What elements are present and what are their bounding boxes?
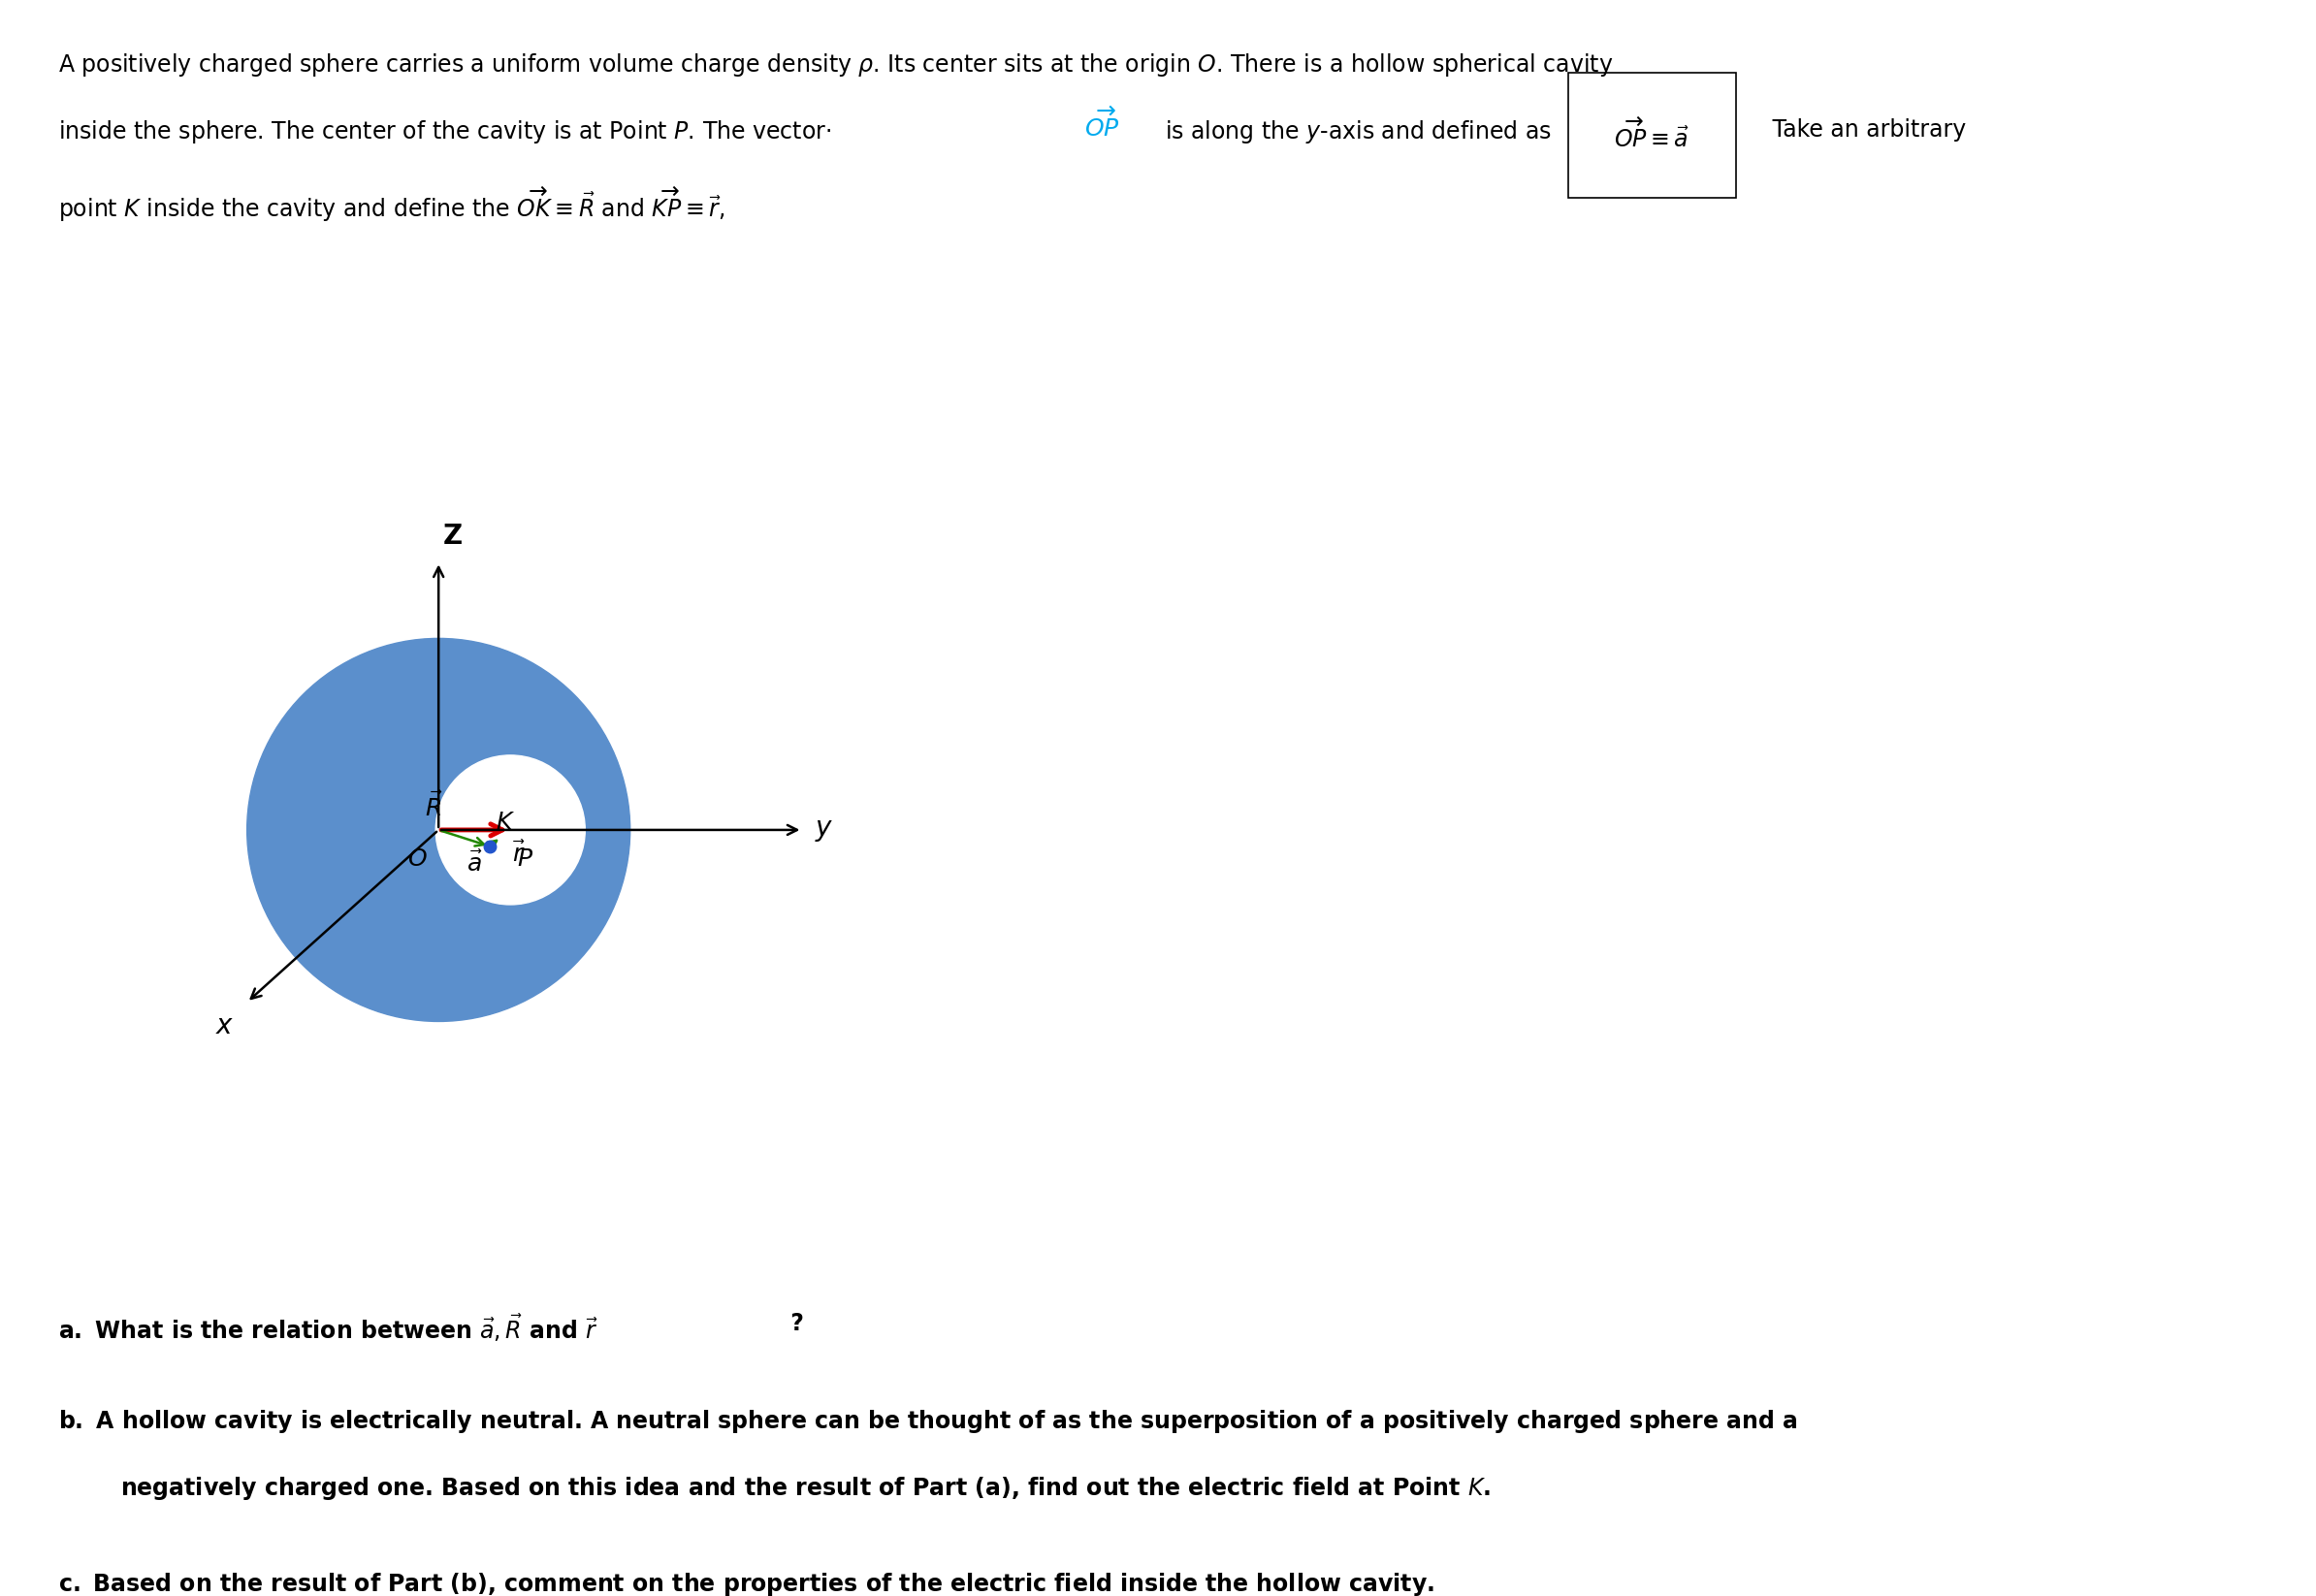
Text: ?: ? [783, 1312, 804, 1336]
Text: Take an arbitrary: Take an arbitrary [1765, 118, 1966, 142]
Text: negatively charged one. Based on this idea and the result of Part (a), find out : negatively charged one. Based on this id… [120, 1475, 1492, 1502]
Text: Z: Z [442, 522, 463, 549]
Text: $\overrightarrow{OP}$: $\overrightarrow{OP}$ [1084, 107, 1119, 142]
Text: $y$: $y$ [815, 816, 834, 844]
Text: $K$: $K$ [496, 811, 516, 833]
Text: inside the sphere. The center of the cavity is at Point $P$. The vector·: inside the sphere. The center of the cav… [58, 118, 834, 145]
Circle shape [435, 755, 586, 905]
Text: $x$: $x$ [215, 1012, 234, 1039]
Text: $O$: $O$ [408, 847, 426, 870]
Text: A positively charged sphere carries a uniform volume charge density $\rho$. Its : A positively charged sphere carries a un… [58, 51, 1612, 78]
Text: $\mathbf{a.}$ What is the relation between $\vec{a},\vec{R}$ and $\vec{r}$: $\mathbf{a.}$ What is the relation betwe… [58, 1312, 598, 1344]
Text: $\vec{R}$: $\vec{R}$ [424, 792, 442, 820]
Text: $P$: $P$ [516, 847, 533, 870]
Text: $\mathbf{c.}$ Based on the result of Part (b), comment on the properties of the : $\mathbf{c.}$ Based on the result of Par… [58, 1570, 1434, 1596]
Text: $\mathbf{b.}$ A hollow cavity is electrically neutral. A neutral sphere can be t: $\mathbf{b.}$ A hollow cavity is electri… [58, 1408, 1797, 1435]
Text: point $K$ inside the cavity and define the $\overrightarrow{OK} \equiv \vec{R}$ : point $K$ inside the cavity and define t… [58, 185, 725, 223]
Text: is along the $y$-axis and defined as: is along the $y$-axis and defined as [1165, 118, 1552, 145]
Text: $\overrightarrow{OP} \equiv \vec{a}$: $\overrightarrow{OP} \equiv \vec{a}$ [1614, 118, 1691, 152]
Circle shape [248, 638, 630, 1021]
Text: $\vec{r}$: $\vec{r}$ [512, 843, 526, 867]
Text: $\vec{a}$: $\vec{a}$ [466, 851, 482, 876]
